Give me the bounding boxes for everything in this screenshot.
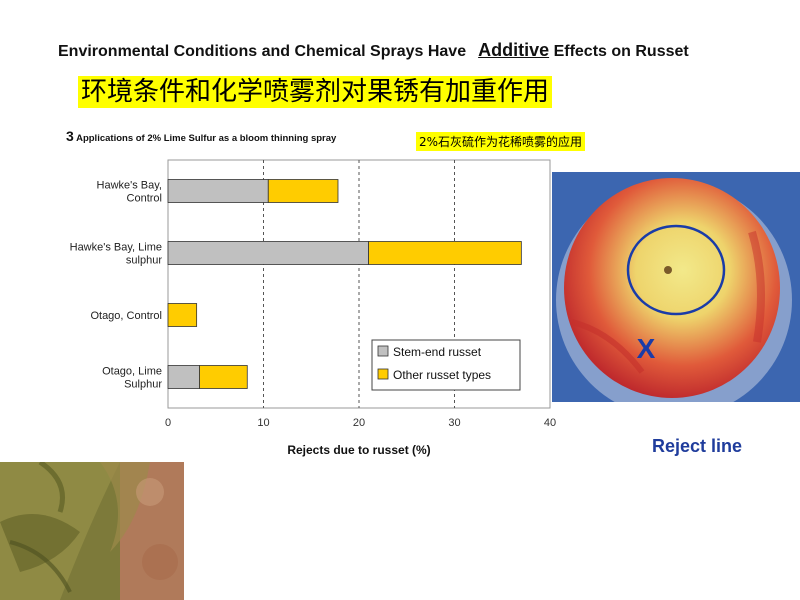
- apple-photo: X: [552, 172, 800, 402]
- category-label-hawke-s-bay-lime-sulphur: Hawke's Bay, Lime sulphur: [70, 242, 163, 267]
- reject-line-caption: Reject line: [652, 436, 743, 456]
- chart-subtitle-cn: 2%石灰硫作为花稀喷雾的应用: [416, 132, 586, 151]
- apple-illustration: X: [552, 172, 800, 402]
- russet-texture: [0, 462, 184, 600]
- bar-hawke-s-bay-lime-sulphur-other-russet-types: [368, 241, 522, 265]
- apple-body: [564, 178, 780, 398]
- bar-otago-lime-sulphur-other-russet-types: [199, 365, 248, 389]
- bar-otago-control-other-russet-types: [167, 303, 198, 327]
- stem-end-circle: [626, 224, 726, 316]
- page-title: Environmental Conditions and Chemical Sp…: [58, 40, 689, 61]
- russet-closeup-photo: [0, 462, 184, 600]
- title-highlight: Additive: [478, 40, 550, 60]
- legend-label-other: Other russet types: [393, 368, 491, 382]
- chart-subtitle: 3 Applications of 2% Lime Sulfur as a bl…: [66, 128, 336, 144]
- legend: Stem-end russet Other russet types: [371, 339, 521, 391]
- bar-hawke-s-bay-lime-sulphur-stem-end-russet: [167, 241, 369, 265]
- subtitle-text: Applications of 2% Lime Sulfur as a bloo…: [76, 133, 337, 144]
- x-tick-20: 20: [353, 417, 365, 429]
- apple-calyx: [664, 266, 672, 274]
- x-tick-40: 40: [544, 417, 556, 429]
- x-tick-0: 0: [165, 417, 171, 429]
- x-axis-label: Rejects due to russet (%): [287, 443, 430, 457]
- title-part2: Effects on Russet: [553, 43, 689, 60]
- bar-hawke-s-bay-control-other-russet-types: [267, 179, 339, 203]
- legend-swatch-stem-end: [377, 345, 389, 357]
- bar-hawke-s-bay-control-stem-end-russet: [167, 179, 269, 203]
- legend-swatch-other: [377, 368, 389, 380]
- bar-otago-lime-sulphur-stem-end-russet: [167, 365, 200, 389]
- reject-marker: X: [637, 333, 656, 364]
- category-label-otago-control: Otago, Control: [90, 310, 162, 322]
- x-tick-labels: 0 10 20 30 40: [165, 417, 556, 429]
- page-title-cn: 环境条件和化学喷雾剂对果锈有加重作用: [78, 76, 553, 108]
- legend-box: [371, 339, 521, 391]
- category-label-hawke-s-bay-control: Hawke's Bay, Control: [97, 180, 162, 205]
- title-part1: Environmental Conditions and Chemical Sp…: [58, 43, 467, 60]
- russet-bar-chart: Hawke's Bay, Control Hawke's Bay, Lime sulp…: [70, 159, 556, 457]
- category-labels: Hawke's Bay, Control Hawke's Bay, Lime sulp…: [70, 180, 163, 391]
- bars: [167, 179, 522, 389]
- x-tick-30: 30: [448, 417, 460, 429]
- category-label-otago-lime-sulphur: Otago, Lime Sulphur: [102, 366, 162, 391]
- legend-label-stem-end: Stem-end russet: [393, 345, 482, 359]
- x-tick-10: 10: [257, 417, 269, 429]
- subtitle-number: 3: [66, 128, 74, 144]
